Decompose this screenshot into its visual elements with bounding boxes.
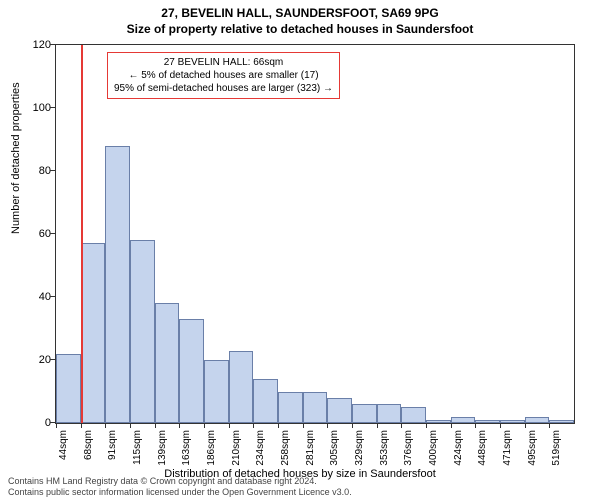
x-tick-label: 258sqm xyxy=(280,430,291,466)
x-tick-mark xyxy=(352,423,353,428)
x-tick-mark xyxy=(155,423,156,428)
histogram-bar xyxy=(105,146,130,423)
x-tick-label: 281sqm xyxy=(305,430,316,466)
x-tick-label: 186sqm xyxy=(206,430,217,466)
x-tick-mark xyxy=(204,423,205,428)
x-tick-mark xyxy=(401,423,402,428)
x-tick-label: 495sqm xyxy=(527,430,538,466)
x-tick-mark xyxy=(278,423,279,428)
x-tick-label: 234sqm xyxy=(255,430,266,466)
subtitle: Size of property relative to detached ho… xyxy=(0,22,600,38)
x-tick-label: 115sqm xyxy=(132,430,143,465)
y-tick-label: 0 xyxy=(21,417,51,429)
histogram-bar xyxy=(253,379,278,423)
x-tick-mark xyxy=(475,423,476,428)
x-tick-label: 44sqm xyxy=(58,430,69,460)
histogram-bar xyxy=(475,420,500,423)
histogram-bar xyxy=(130,240,155,423)
histogram-bar xyxy=(81,243,106,423)
histogram-bar xyxy=(451,417,476,423)
x-tick-label: 163sqm xyxy=(181,430,192,466)
annotation-box: 27 BEVELIN HALL: 66sqm ← 5% of detached … xyxy=(107,52,340,99)
histogram-bar xyxy=(278,392,303,424)
x-tick-mark xyxy=(327,423,328,428)
y-tick-label: 80 xyxy=(21,165,51,177)
x-tick-mark xyxy=(500,423,501,428)
x-tick-label: 91sqm xyxy=(107,430,118,460)
x-tick-mark xyxy=(253,423,254,428)
histogram-bar xyxy=(204,360,229,423)
x-tick-label: 400sqm xyxy=(428,430,439,466)
x-tick-mark xyxy=(130,423,131,428)
histogram-bar xyxy=(549,420,574,423)
x-tick-mark xyxy=(56,423,57,428)
x-tick-mark xyxy=(377,423,378,428)
x-tick-label: 68sqm xyxy=(83,430,94,460)
histogram-bar xyxy=(352,404,377,423)
x-tick-label: 376sqm xyxy=(403,430,414,466)
address-title: 27, BEVELIN HALL, SAUNDERSFOOT, SA69 9PG xyxy=(0,6,600,22)
histogram-bar xyxy=(401,407,426,423)
x-tick-mark xyxy=(229,423,230,428)
x-tick-label: 210sqm xyxy=(231,430,242,466)
x-tick-label: 305sqm xyxy=(329,430,340,466)
y-tick-label: 60 xyxy=(21,228,51,240)
chart-header: 27, BEVELIN HALL, SAUNDERSFOOT, SA69 9PG… xyxy=(0,0,600,37)
annotation-line2: ← 5% of detached houses are smaller (17) xyxy=(114,69,333,82)
x-tick-label: 448sqm xyxy=(477,430,488,466)
x-tick-mark xyxy=(303,423,304,428)
y-tick-label: 40 xyxy=(21,291,51,303)
x-tick-mark xyxy=(105,423,106,428)
plot-area xyxy=(55,44,575,424)
histogram-bar xyxy=(327,398,352,423)
x-tick-mark xyxy=(426,423,427,428)
annotation-line3: 95% of semi-detached houses are larger (… xyxy=(114,82,333,95)
x-tick-mark xyxy=(525,423,526,428)
histogram-bar xyxy=(155,303,180,423)
x-tick-label: 329sqm xyxy=(354,430,365,466)
x-tick-mark xyxy=(549,423,550,428)
x-tick-label: 424sqm xyxy=(453,430,464,466)
footer: Contains HM Land Registry data © Crown c… xyxy=(8,476,352,498)
footer-line1: Contains HM Land Registry data © Crown c… xyxy=(8,476,352,487)
y-tick-label: 20 xyxy=(21,354,51,366)
x-tick-label: 471sqm xyxy=(502,430,513,466)
footer-line2: Contains public sector information licen… xyxy=(8,487,352,498)
histogram-bar xyxy=(500,420,525,423)
annotation-line1: 27 BEVELIN HALL: 66sqm xyxy=(114,56,333,69)
x-tick-label: 353sqm xyxy=(379,430,390,466)
histogram-bar xyxy=(229,351,254,423)
x-tick-mark xyxy=(81,423,82,428)
histogram-bar xyxy=(56,354,81,423)
reference-line xyxy=(81,45,83,423)
histogram-bar xyxy=(377,404,402,423)
histogram-bar xyxy=(179,319,204,423)
histogram-bar xyxy=(426,420,451,423)
histogram-bar xyxy=(303,392,328,424)
y-tick-label: 120 xyxy=(21,39,51,51)
y-tick-label: 100 xyxy=(21,102,51,114)
x-tick-mark xyxy=(179,423,180,428)
x-tick-label: 519sqm xyxy=(551,430,562,466)
chart-area: 020406080100120 44sqm68sqm91sqm115sqm139… xyxy=(55,44,575,424)
x-tick-label: 139sqm xyxy=(157,430,168,466)
histogram-bar xyxy=(525,417,550,423)
x-tick-mark xyxy=(451,423,452,428)
